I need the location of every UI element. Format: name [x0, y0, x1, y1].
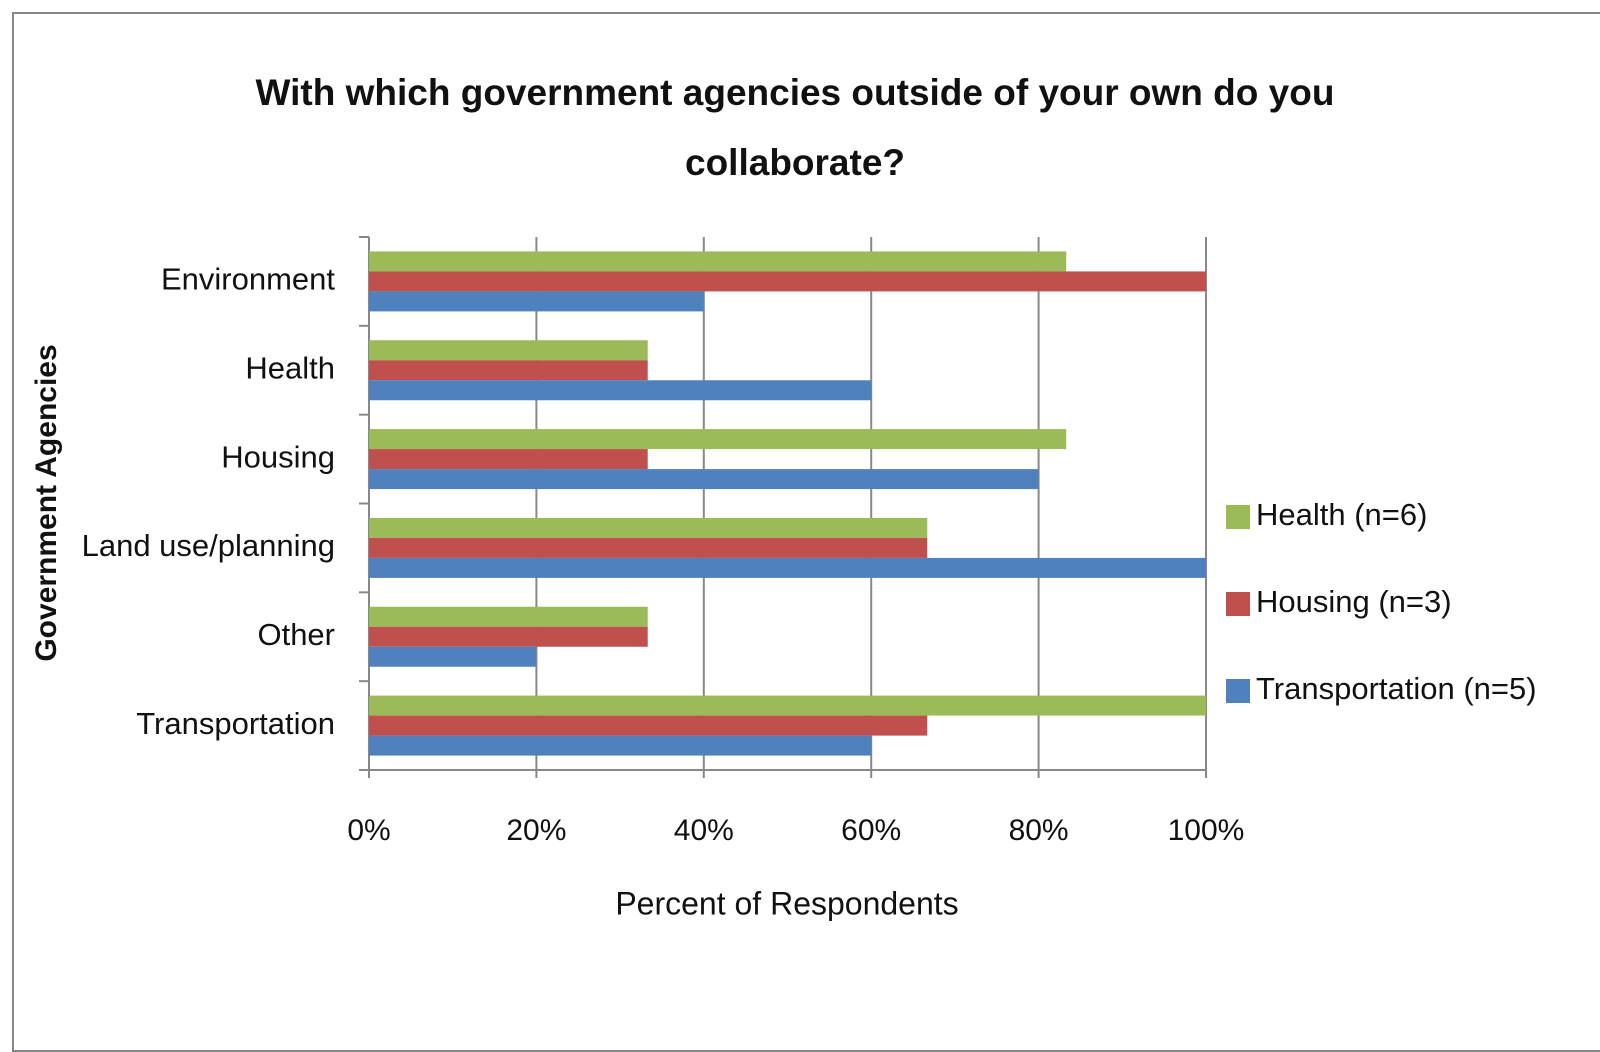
legend-label: Transportation (n=5) — [1256, 671, 1537, 706]
bar — [369, 715, 928, 736]
x-tick-label: 100% — [1168, 814, 1245, 847]
y-tick-label: Environment — [161, 262, 335, 297]
x-tick-label: 20% — [506, 814, 566, 847]
y-tick-label: Other — [257, 617, 335, 652]
bar — [369, 517, 928, 538]
legend-label: Housing (n=3) — [1256, 584, 1452, 619]
bar — [369, 271, 1206, 292]
y-tick-label: Health — [245, 350, 335, 385]
chart-title: With which government agencies outside o… — [255, 72, 1335, 183]
legend-swatch — [1226, 505, 1250, 529]
bar — [369, 646, 537, 667]
bar — [369, 449, 648, 470]
bar — [369, 340, 648, 361]
legend-swatch — [1226, 679, 1250, 703]
y-tick-label: Land use/planning — [82, 528, 335, 563]
bar — [369, 557, 1206, 578]
bar — [369, 469, 1039, 490]
x-tick-label: 0% — [347, 814, 390, 847]
bar — [369, 606, 648, 627]
bar — [369, 291, 704, 312]
y-tick-label: Housing — [221, 439, 335, 474]
x-tick-label: 60% — [841, 814, 901, 847]
y-axis-label: Government Agencies — [30, 344, 63, 661]
chart: Government Agencies Percent of Responden… — [30, 236, 1537, 921]
legend-label: Health (n=6) — [1256, 497, 1427, 532]
bar — [369, 251, 1067, 272]
bar — [369, 695, 1206, 716]
bar — [369, 626, 648, 647]
x-tick-label: 80% — [1009, 814, 1069, 847]
bar — [369, 735, 872, 756]
bar — [369, 360, 648, 381]
legend-swatch — [1226, 592, 1250, 616]
x-tick-label: 40% — [674, 814, 734, 847]
bar — [369, 429, 1067, 450]
bar — [369, 380, 872, 401]
x-axis-label: Percent of Respondents — [615, 885, 958, 921]
y-tick-label: Transportation — [136, 706, 335, 741]
bar — [369, 537, 928, 558]
